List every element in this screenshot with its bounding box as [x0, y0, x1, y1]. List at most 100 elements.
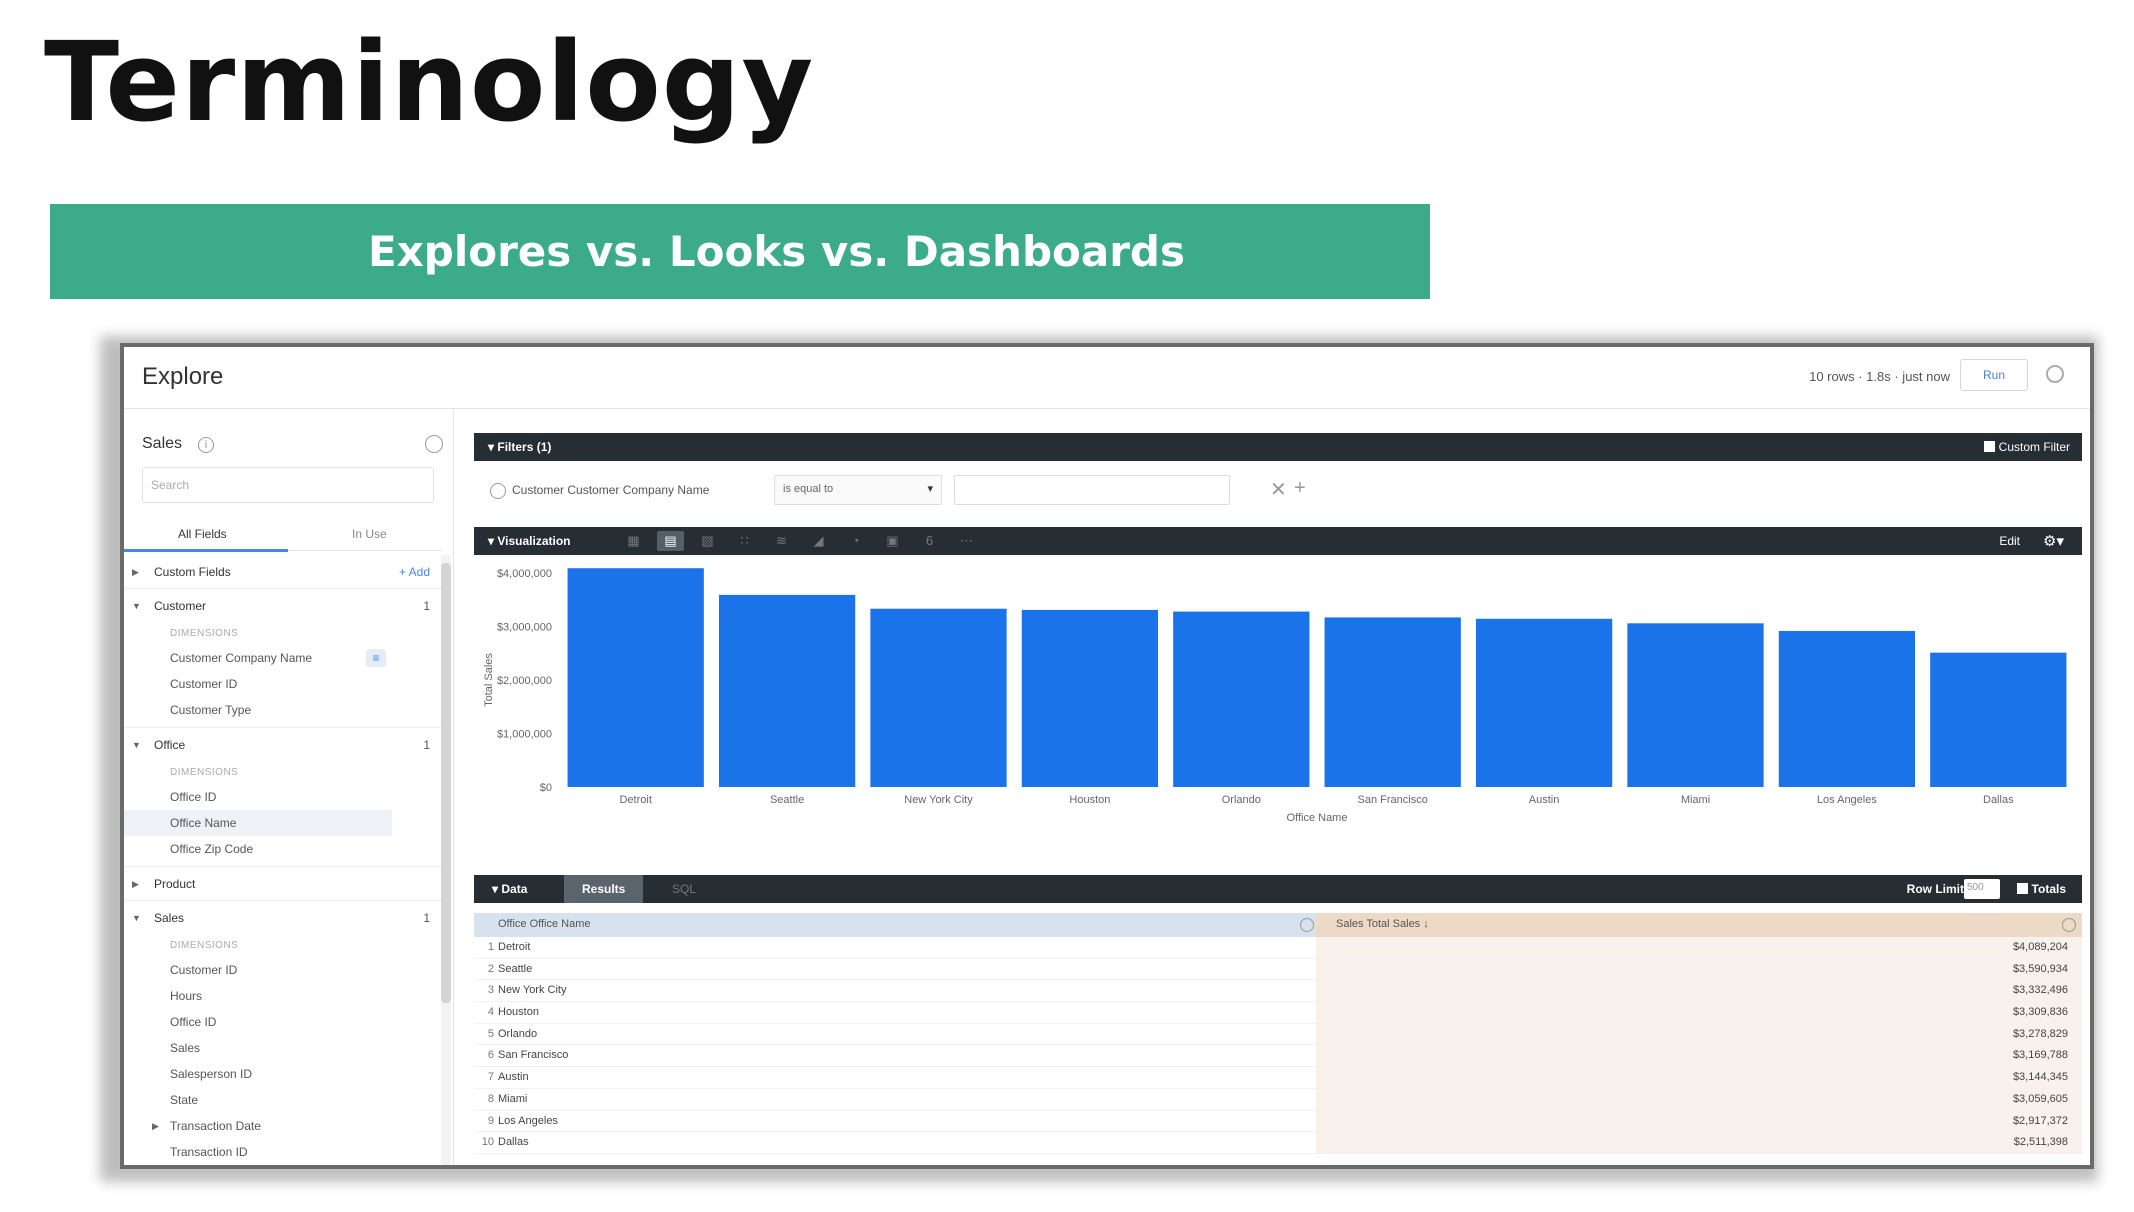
bar-houston	[1021, 609, 1159, 787]
slide-title: Terminology	[44, 18, 815, 146]
filter-icon[interactable]: ≡	[366, 649, 386, 667]
caret-down-icon: ▼	[132, 913, 141, 923]
group-name: Product	[154, 877, 196, 891]
custom-filter-toggle[interactable]: Custom Filter	[1983, 440, 2070, 454]
table-row[interactable]: 1 Detroit $4,089,204	[474, 937, 2082, 959]
group-customer[interactable]: ▼ Customer 1	[124, 589, 442, 623]
viz-settings-gear-icon[interactable]: ⚙▾	[2043, 533, 2064, 550]
filter-options-gear-icon[interactable]	[490, 483, 506, 499]
field-customer-type[interactable]: Customer Type	[170, 703, 252, 717]
x-tick-label: Seattle	[770, 794, 804, 806]
column-chart-icon[interactable]: ▧	[701, 533, 714, 548]
x-tick-label: Miami	[1681, 794, 1710, 806]
field-sales-office-id[interactable]: Office ID	[170, 1015, 217, 1029]
field-office-zip-code[interactable]: Office Zip Code	[170, 842, 254, 856]
table-row[interactable]: 4 Houston $3,309,836	[474, 1002, 2082, 1024]
totals-toggle[interactable]: Totals	[2016, 882, 2066, 896]
caret-down-icon: ▼	[132, 740, 141, 750]
column-gear-icon[interactable]	[1300, 918, 1314, 932]
more-icon[interactable]: ⋯	[960, 533, 973, 548]
field-office-id[interactable]: Office ID	[170, 790, 217, 804]
scrollbar-thumb[interactable]	[441, 563, 451, 1003]
field-office-name[interactable]: Office Name	[124, 810, 392, 836]
field-salesperson-id[interactable]: Salesperson ID	[170, 1067, 253, 1081]
table-row[interactable]: 2 Seattle $3,590,934	[474, 958, 2082, 981]
table-row[interactable]: 8 Miami $3,059,605	[474, 1088, 2082, 1111]
single-value-icon[interactable]: 6	[925, 533, 934, 548]
field-search-input[interactable]: Search	[142, 467, 434, 503]
settings-gear-icon[interactable]	[2046, 365, 2064, 383]
group-count: 1	[423, 599, 430, 613]
field-state[interactable]: State	[170, 1093, 199, 1107]
group-office[interactable]: ▼ Office 1	[124, 728, 442, 762]
table-row[interactable]: 7 Austin $3,144,345	[474, 1067, 2082, 1089]
map-icon[interactable]: ▣	[886, 533, 899, 548]
row-number: 9	[487, 1114, 494, 1127]
scatter-icon[interactable]: ∷	[740, 533, 749, 548]
bar-austin	[1475, 618, 1613, 787]
column-header-office-name[interactable]: Office Office Name	[474, 913, 1316, 937]
field-customer-company-name[interactable]: Customer Company Name ≡	[124, 645, 442, 671]
table-row[interactable]: 3 New York City $3,332,496	[474, 980, 2082, 1003]
filters-section-header[interactable]: ▾ Filters (1) Custom Filter	[474, 433, 2082, 461]
office-name-cell: Orlando	[498, 1027, 538, 1040]
y-tick-label: $0	[540, 782, 552, 794]
edit-visualization-button[interactable]: Edit	[1999, 534, 2020, 548]
tab-results[interactable]: Results	[564, 875, 644, 903]
group-sales[interactable]: ▼ Sales 1	[124, 901, 442, 935]
add-filter-plus-icon[interactable]: +	[1294, 477, 1306, 499]
checkbox[interactable]	[2016, 883, 2028, 894]
table-row[interactable]: 10 Dallas $2,511,398	[474, 1132, 2082, 1154]
tab-sql[interactable]: SQL	[672, 882, 697, 896]
total-sales-cell: $2,511,398	[2013, 1136, 2068, 1149]
table-row[interactable]: 9 Los Angeles $2,917,372	[474, 1110, 2082, 1133]
table-body: 1 Detroit $4,089,204 2 Seattle $3,590,934 3 New…	[474, 937, 2082, 1154]
column-label: Sales Total Sales ↓	[1336, 918, 1429, 930]
checkbox[interactable]	[1983, 441, 1995, 452]
field-transaction-id[interactable]: Transaction ID	[170, 1145, 248, 1159]
total-sales-cell: $2,917,372	[2012, 1114, 2068, 1127]
field-sales[interactable]: Sales	[170, 1041, 201, 1055]
x-tick-label: Detroit	[619, 794, 651, 806]
column-header-total-sales[interactable]: Sales Total Sales ↓	[1316, 913, 2082, 937]
group-count: 1	[423, 738, 430, 752]
office-name-cell: Seattle	[498, 962, 533, 975]
field-sales-customer-id[interactable]: Customer ID	[170, 963, 238, 977]
group-product[interactable]: ▶ Product	[124, 867, 442, 901]
caret-right-icon: ▶	[132, 879, 139, 889]
row-limit-input[interactable]: 500	[1964, 879, 2000, 899]
filters-label: ▾ Filters (1)	[488, 440, 552, 454]
caret-right-icon: ▶	[152, 1121, 159, 1131]
field-label: Transaction Date	[170, 1119, 261, 1133]
area-icon[interactable]: ◢	[813, 533, 824, 548]
filter-value-input[interactable]	[954, 475, 1230, 505]
data-section-header[interactable]: ▾ Data Results SQL Row Limit 500 Totals	[474, 875, 2082, 903]
sidebar-scrollbar[interactable]	[441, 555, 451, 1165]
y-tick-label: $4,000,000	[497, 568, 552, 580]
info-icon[interactable]: i	[198, 437, 214, 453]
row-limit-label: Row Limit	[1906, 882, 1964, 896]
field-hours[interactable]: Hours	[170, 989, 203, 1003]
visualization-section-header[interactable]: ▾ Visualization ▦ ▤ ▧ ∷ ≋ ◢ ◔ ▣ 6 ⋯ Edit…	[474, 527, 2082, 555]
tab-in-use[interactable]: In Use	[352, 527, 387, 541]
table-row[interactable]: 6 San Francisco $3,169,788	[474, 1045, 2082, 1068]
field-customer-id[interactable]: Customer ID	[170, 677, 238, 691]
table-icon[interactable]: ▦	[627, 533, 640, 548]
table-row[interactable]: 5 Orlando $3,278,829	[474, 1023, 2082, 1046]
group-custom-fields[interactable]: ▶ Custom Fields + Add	[124, 555, 442, 589]
run-button[interactable]: Run	[1960, 359, 2028, 391]
visualization-label: ▾ Visualization	[488, 534, 571, 548]
measure-cell-bg	[1316, 1088, 2082, 1110]
explore-window: Explore 10 rows · 1.8s · just now Run Sa…	[120, 343, 2094, 1169]
column-gear-icon[interactable]	[2062, 918, 2076, 932]
pie-icon[interactable]: ◔	[851, 533, 860, 548]
field-transaction-date[interactable]: ▶ Transaction Date	[124, 1113, 442, 1139]
line-icon[interactable]: ≋	[776, 533, 787, 548]
back-arrow-icon[interactable]	[425, 435, 443, 453]
tab-all-fields[interactable]: All Fields	[178, 527, 227, 541]
remove-filter-close-icon[interactable]: ✕	[1270, 479, 1287, 501]
filter-operator-select[interactable]: is equal to	[774, 475, 942, 505]
office-name-cell: Austin	[498, 1071, 529, 1084]
bar-chart-icon[interactable]: ▤	[657, 531, 684, 551]
add-custom-field-button[interactable]: + Add	[398, 565, 430, 579]
